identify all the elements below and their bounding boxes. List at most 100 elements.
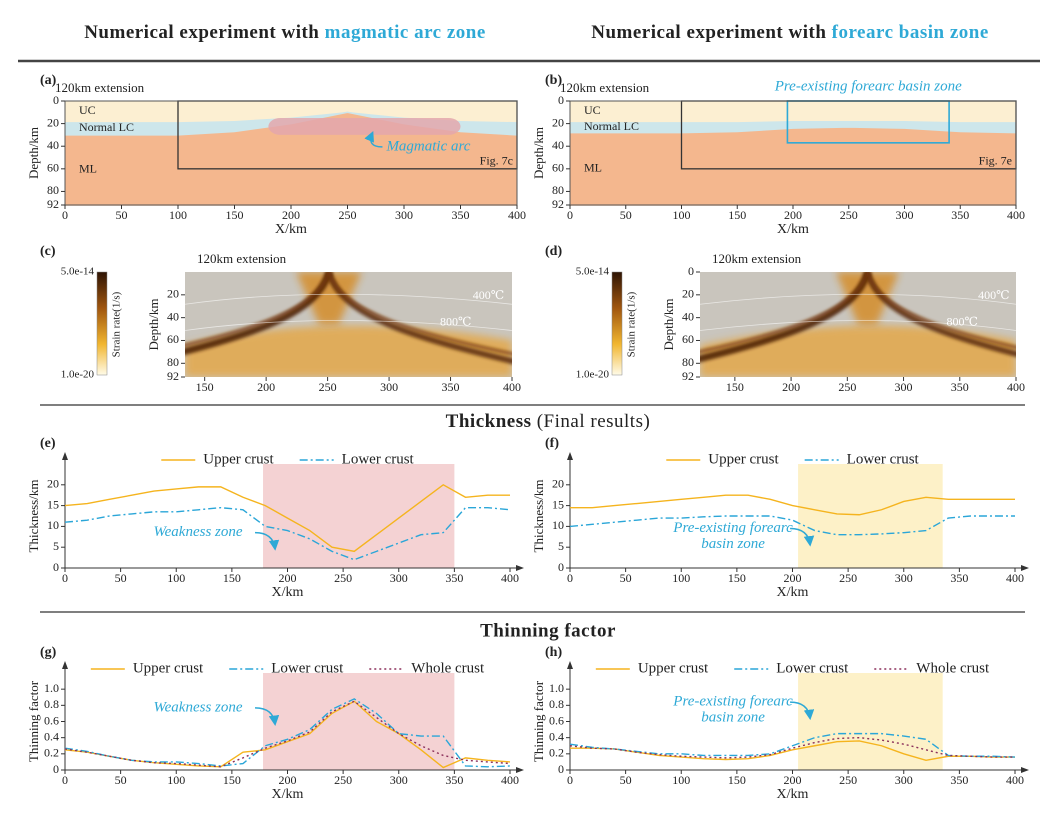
layer-label: UC: [584, 103, 601, 117]
axis-arrow: [62, 452, 68, 460]
x-tick-label: 200: [784, 571, 802, 585]
y-axis-label: Depth/km: [26, 127, 41, 179]
isotherm: [185, 293, 512, 305]
series-line: [569, 736, 1015, 759]
isotherm: [185, 320, 512, 331]
y-tick-label: 20: [552, 115, 564, 129]
heading-note: (Final results): [537, 411, 651, 432]
y-tick-label: 0: [558, 560, 564, 574]
y-tick-label: 1.0: [44, 681, 59, 695]
y-tick-label: 40: [552, 138, 564, 152]
zone: [268, 117, 461, 135]
colorbar-label: Strain rate(1/s): [111, 291, 123, 357]
x-tick-label: 300: [895, 773, 913, 787]
annotation: Weakness zone: [154, 524, 243, 540]
axis-arrow: [516, 767, 524, 773]
x-tick-label: 0: [567, 773, 573, 787]
annotation: Weakness zone: [154, 699, 243, 715]
y-tick-label: 20: [552, 477, 564, 491]
y-tick-label: 60: [552, 161, 564, 175]
legend-label: Whole crust: [916, 660, 990, 676]
y-tick-label: 0: [53, 762, 59, 776]
annotation-arrow: [790, 701, 815, 721]
legend: Upper crust Lower crust: [666, 451, 920, 467]
legend-label: Lower crust: [342, 451, 415, 467]
x-tick-label: 150: [223, 571, 241, 585]
colorbar-tick: 5.0e-14: [576, 266, 610, 278]
panel-label: (f): [545, 436, 559, 451]
legend-label: Upper crust: [203, 451, 274, 467]
x-tick-label: 100: [672, 773, 690, 787]
heading-text: Numerical experiment with: [591, 22, 826, 43]
x-tick-label: 300: [896, 208, 914, 222]
x-tick-label: 50: [116, 208, 128, 222]
colorbar-label: Strain rate(1/s): [626, 291, 638, 357]
x-tick-label: 100: [169, 208, 187, 222]
legend-label: Upper crust: [133, 660, 204, 676]
series-line: [64, 506, 511, 561]
y-axis-label: Thinning factor: [531, 680, 546, 762]
x-axis-label: X/km: [777, 787, 809, 802]
y-tick-label: 92: [47, 197, 59, 211]
y-tick-label: 0.8: [549, 697, 564, 711]
y-tick-label: 20: [167, 287, 179, 301]
x-tick-label: 250: [839, 571, 857, 585]
axis-arrow: [567, 452, 573, 460]
series-line: [569, 732, 1016, 758]
annotation: Pre-existing forearc: [672, 694, 793, 710]
series-line: [570, 494, 1015, 516]
layer-label: UC: [79, 103, 96, 117]
x-tick-label: 350: [442, 380, 460, 394]
x-tick-label: 250: [339, 208, 357, 222]
x-tick-label: 300: [895, 380, 913, 394]
y-tick-label: 80: [682, 355, 694, 369]
x-tick-label: 200: [784, 773, 802, 787]
y-axis-label: Depth/km: [531, 127, 546, 179]
strain-band: [700, 272, 869, 354]
heading-highlight: forearc basin zone: [832, 22, 989, 43]
strain-band: [185, 272, 331, 347]
isotherm: [700, 320, 1016, 331]
isotherm: [700, 293, 1016, 305]
zone-label: Pre-existing forearc basin zone: [774, 78, 962, 94]
y-tick-label: 60: [167, 332, 179, 346]
x-tick-label: 300: [390, 773, 408, 787]
x-tick-label: 50: [115, 773, 127, 787]
x-tick-label: 150: [226, 208, 244, 222]
colorbar: [611, 271, 623, 376]
y-tick-label: 0: [53, 93, 59, 107]
x-tick-label: 200: [279, 773, 297, 787]
x-tick-label: 250: [334, 571, 352, 585]
x-tick-label: 350: [951, 380, 969, 394]
y-tick-label: 0.6: [549, 713, 564, 727]
y-axis-label: Thinning factor: [26, 680, 41, 762]
strain-band: [866, 272, 1016, 349]
x-tick-label: 150: [726, 380, 744, 394]
series-line: [64, 483, 510, 553]
y-tick-label: 20: [47, 115, 59, 129]
legend-label: Whole crust: [411, 660, 485, 676]
layer-base: [570, 119, 1016, 123]
panel: (f) Upper crust Lower crust Pre-existing fo…: [531, 436, 1029, 600]
panel-title: 120km extension: [197, 251, 287, 266]
x-tick-label: 300: [390, 571, 408, 585]
isotherm-label: 400℃: [978, 288, 1009, 302]
y-axis-label: Thickness/km: [531, 480, 546, 553]
x-axis-label: X/km: [275, 222, 307, 237]
x-tick-label: 400: [501, 571, 519, 585]
annotation-arrow: [255, 707, 280, 727]
x-tick-label: 150: [728, 208, 746, 222]
y-tick-label: 1.0: [549, 681, 564, 695]
x-tick-label: 300: [380, 380, 398, 394]
axis-arrow: [567, 661, 573, 669]
strain-band: [327, 272, 512, 356]
axis-arrow: [62, 661, 68, 669]
axis-arrow: [516, 565, 524, 571]
y-tick-label: 92: [167, 369, 179, 383]
x-axis-label: X/km: [777, 585, 809, 600]
legend: Upper crust Lower crust Whole crust: [595, 660, 990, 676]
layer-label: ML: [584, 161, 602, 175]
